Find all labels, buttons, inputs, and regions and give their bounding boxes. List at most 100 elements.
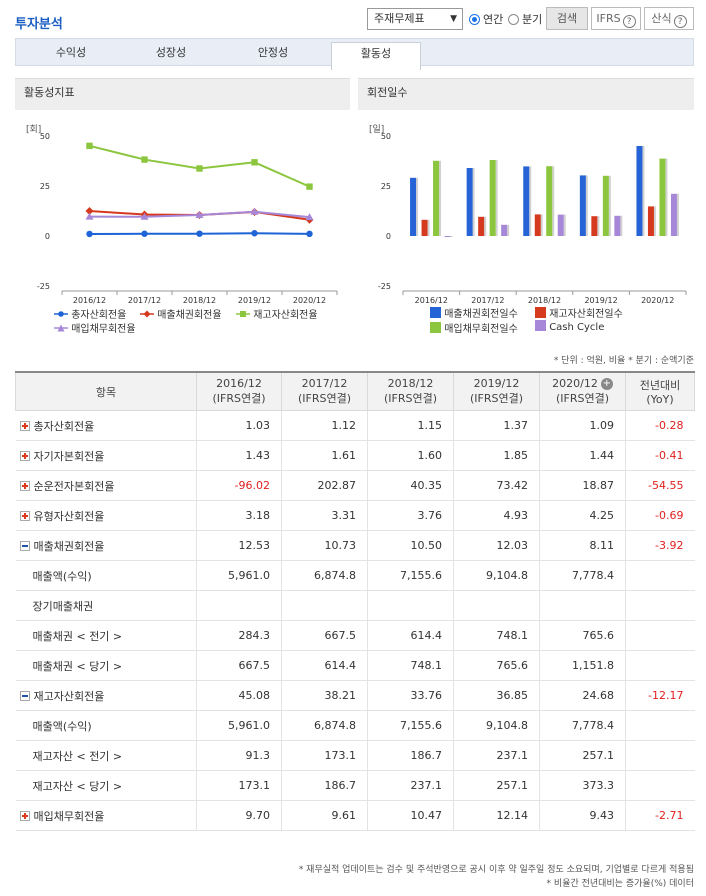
- value-cell: [453, 590, 540, 621]
- header-item: 항목: [15, 371, 197, 411]
- x-tick-label: 2020/12: [293, 296, 326, 305]
- formula-button-label: 산식: [651, 12, 672, 25]
- bar[interactable]: [433, 160, 440, 236]
- expand-icon[interactable]: [19, 810, 30, 821]
- tab-growth[interactable]: 성장성: [155, 46, 187, 59]
- yoy-cell: [625, 740, 695, 771]
- header-year: 2017/12 (IFRS연결): [281, 371, 368, 411]
- bar[interactable]: [670, 193, 677, 236]
- bar[interactable]: [478, 216, 485, 236]
- table-row: 매출채권 < 당기 > 667.5 614.4 748.1 765.6 1,151.8: [15, 650, 695, 681]
- add-column-icon[interactable]: +: [600, 378, 613, 390]
- yoy-cell: -2.71: [625, 800, 695, 831]
- activity-line-chart: 50 25 0 -25 2016/12 2017/12 2018/12 2019/12 2020…: [37, 132, 338, 305]
- y-tick-label: 0: [386, 232, 391, 241]
- legend-label: 재고자산회전일수: [549, 309, 623, 320]
- annual-radio[interactable]: 연간: [469, 11, 503, 27]
- bar[interactable]: [501, 224, 508, 236]
- collapse-icon[interactable]: [19, 690, 30, 701]
- value-cell: 186.7: [367, 740, 454, 771]
- bar[interactable]: [444, 236, 451, 237]
- bar[interactable]: [579, 175, 586, 236]
- legend-total-asset: 총자산회전율: [54, 306, 126, 321]
- tab-activity[interactable]: 활동성: [331, 42, 421, 70]
- data-point[interactable]: [141, 156, 148, 163]
- data-point[interactable]: [306, 183, 313, 190]
- activity-ratio-panel: 활동성지표: [15, 78, 350, 110]
- value-cell: 24.68: [539, 680, 626, 711]
- value-cell: 10.50: [367, 530, 454, 561]
- ifrs-help-button[interactable]: IFRS?: [591, 7, 641, 30]
- bar[interactable]: [410, 177, 417, 236]
- data-point[interactable]: [305, 213, 314, 221]
- value-cell: 10.73: [281, 530, 368, 561]
- row-label: 자기자본회전율: [33, 449, 105, 463]
- search-button[interactable]: 검색: [546, 7, 588, 30]
- data-point[interactable]: [196, 230, 203, 237]
- legend-receivables: 매출채권회전율: [140, 306, 222, 321]
- value-cell: 765.6: [453, 650, 540, 681]
- bar[interactable]: [591, 216, 598, 236]
- row-label-cell: 매출채권 < 당기 >: [15, 650, 197, 681]
- formula-help-button[interactable]: 산식?: [644, 7, 694, 30]
- page-title: 투자분석: [15, 17, 63, 32]
- bar[interactable]: [557, 214, 564, 236]
- row-label-cell: 순운전자본회전율: [15, 470, 197, 501]
- data-point[interactable]: [86, 142, 93, 150]
- bar[interactable]: [659, 158, 666, 236]
- data-point[interactable]: [306, 230, 313, 238]
- table-row[interactable]: 유형자산회전율 3.18 3.31 3.76 4.93 4.25 -0.69: [15, 500, 695, 531]
- bar[interactable]: [546, 166, 553, 236]
- yoy-cell: [625, 620, 695, 651]
- data-point[interactable]: [251, 230, 258, 237]
- bar[interactable]: [647, 206, 654, 236]
- header-text: 전년대비: [639, 379, 681, 392]
- data-point[interactable]: [195, 211, 204, 219]
- statement-select[interactable]: 주재무제표 ▼: [367, 8, 463, 30]
- x-tick-label: 2018/12: [528, 296, 561, 305]
- bar[interactable]: [602, 175, 609, 236]
- legend-label: Cash Cycle: [549, 322, 605, 333]
- table-row[interactable]: 매출채권회전율 12.53 10.73 10.50 12.03 8.11 -3.92: [15, 530, 695, 561]
- table-row[interactable]: 총자산회전율 1.03 1.12 1.15 1.37 1.09 -0.28: [15, 410, 695, 441]
- x-tick-label: 2017/12: [128, 296, 161, 305]
- collapse-icon[interactable]: [19, 540, 30, 551]
- data-point[interactable]: [196, 165, 203, 172]
- tab-profitability[interactable]: 수익성: [55, 46, 87, 59]
- table-row[interactable]: 재고자산회전율 45.08 38.21 33.76 36.85 24.68 -12.17: [15, 680, 695, 711]
- data-point[interactable]: [141, 230, 148, 237]
- data-point[interactable]: [85, 212, 94, 220]
- expand-icon[interactable]: [19, 450, 30, 461]
- bar[interactable]: [489, 160, 496, 236]
- value-cell: -96.02: [196, 470, 282, 501]
- quarter-radio[interactable]: 분기: [508, 11, 542, 27]
- expand-icon[interactable]: [19, 420, 30, 431]
- value-cell: 33.76: [367, 680, 454, 711]
- bar[interactable]: [523, 166, 530, 236]
- data-point[interactable]: [251, 159, 258, 166]
- bar-shade: [642, 146, 645, 236]
- row-label: 매출액(수익): [32, 719, 92, 733]
- bar[interactable]: [636, 146, 643, 236]
- bar[interactable]: [534, 214, 541, 236]
- tab-stability[interactable]: 안정성: [257, 46, 289, 59]
- table-row[interactable]: 순운전자본회전율 -96.02 202.87 40.35 73.42 18.87 -54.5…: [15, 470, 695, 501]
- data-point[interactable]: [85, 206, 94, 215]
- value-cell: 6,874.8: [281, 710, 368, 741]
- bar-shade: [427, 219, 430, 236]
- table-row[interactable]: 자기자본회전율 1.43 1.61 1.60 1.85 1.44 -0.41: [15, 440, 695, 471]
- bar[interactable]: [466, 168, 473, 236]
- value-cell: 257.1: [453, 770, 540, 801]
- expand-icon[interactable]: [19, 480, 30, 491]
- expand-icon[interactable]: [19, 510, 30, 521]
- table-row[interactable]: 매입채무회전율 9.70 9.61 10.47 12.14 9.43 -2.71: [15, 800, 695, 831]
- bar[interactable]: [614, 215, 621, 236]
- bar[interactable]: [421, 219, 428, 236]
- data-point[interactable]: [140, 212, 149, 220]
- legend-label: 총자산회전율: [71, 310, 127, 321]
- data-point[interactable]: [250, 207, 259, 215]
- data-point[interactable]: [86, 230, 93, 238]
- value-cell: 9.70: [196, 800, 282, 831]
- value-cell: 7,155.6: [367, 710, 454, 741]
- bar-shade: [507, 224, 510, 236]
